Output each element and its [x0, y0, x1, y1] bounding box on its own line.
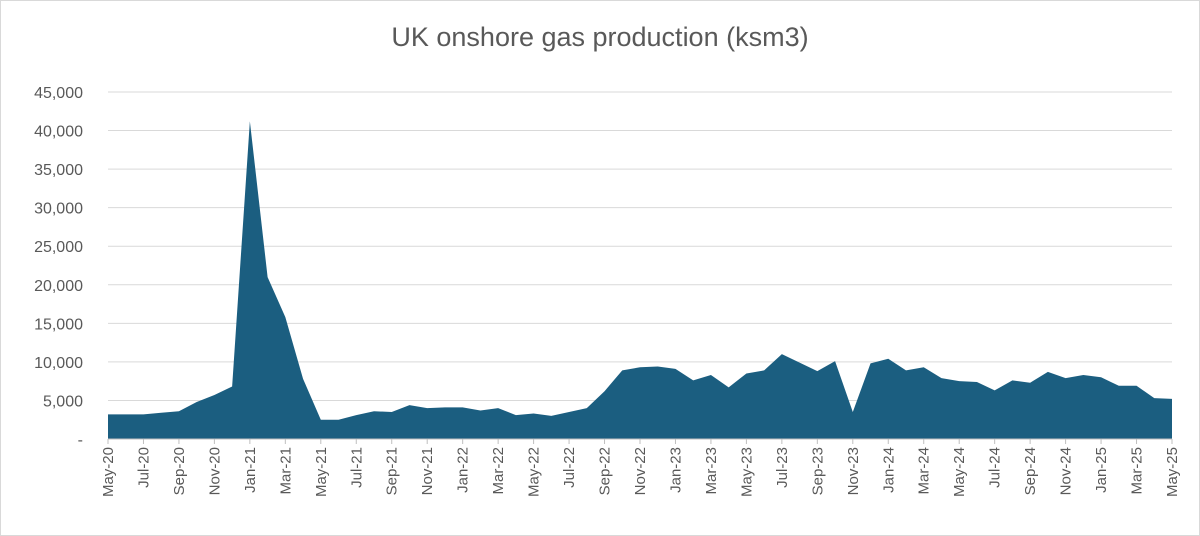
x-tick-label: Jan-21: [242, 447, 259, 493]
x-tick-label: Sep-23: [809, 447, 826, 495]
x-tick-label: Mar-21: [277, 447, 294, 495]
x-tick-label: Jul-22: [561, 447, 578, 488]
x-tick-label: Mar-22: [490, 447, 507, 495]
x-tick-label: Nov-23: [845, 447, 862, 495]
chart-title: UK onshore gas production (ksm3): [391, 22, 809, 52]
y-tick-label: 35,000: [34, 162, 83, 179]
y-axis-ticks: - 5,000 10,000 15,000 20,000 25,000 30,000 35,0…: [34, 85, 83, 449]
x-tick-label: May-23: [738, 447, 755, 497]
x-tick-label: Sep-21: [384, 447, 401, 495]
x-tick-label: Jan-22: [455, 447, 472, 493]
x-tick-label: Jan-25: [1093, 447, 1110, 493]
x-tick-label: Sep-20: [171, 447, 188, 495]
x-tick-label: Mar-24: [916, 447, 933, 495]
x-tick-label: Jul-23: [774, 447, 791, 488]
x-tick-label: Jan-24: [880, 447, 897, 493]
y-tick-label: 25,000: [34, 239, 83, 256]
y-tick-label: 5,000: [43, 393, 83, 410]
x-tick-label: Nov-21: [419, 447, 436, 495]
y-tick-label: 15,000: [34, 316, 83, 333]
x-tick-label: Jul-24: [987, 447, 1004, 488]
x-tick-label: Nov-24: [1058, 447, 1075, 495]
x-tick-label: May-20: [100, 447, 117, 497]
x-tick-label: May-22: [526, 447, 543, 497]
x-tick-label: Nov-20: [206, 447, 223, 495]
y-tick-label: 45,000: [34, 85, 83, 102]
x-tick-label: May-25: [1164, 447, 1181, 497]
x-tick-label: May-21: [313, 447, 330, 497]
x-tick-label: May-24: [951, 447, 968, 497]
x-tick-label: Jan-23: [667, 447, 684, 493]
x-tick-label: Mar-25: [1129, 447, 1146, 495]
x-tick-label: Sep-22: [597, 447, 614, 495]
y-tick-label: 40,000: [34, 124, 83, 141]
x-tick-label: Jul-21: [348, 447, 365, 488]
y-tick-label: 10,000: [34, 355, 83, 372]
y-tick-label: -: [78, 432, 83, 449]
area-series-fill: [108, 121, 1172, 440]
x-tick-label: Nov-22: [632, 447, 649, 495]
x-tick-label: Sep-24: [1022, 447, 1039, 495]
x-axis-ticks: May-20 Jul-20 Sep-20 Nov-20 Jan-21 Mar-21 May-…: [100, 439, 1181, 497]
x-tick-label: Jul-20: [135, 447, 152, 488]
y-tick-label: 20,000: [34, 278, 83, 295]
y-tick-label: 30,000: [34, 201, 83, 218]
x-tick-label: Mar-23: [703, 447, 720, 495]
